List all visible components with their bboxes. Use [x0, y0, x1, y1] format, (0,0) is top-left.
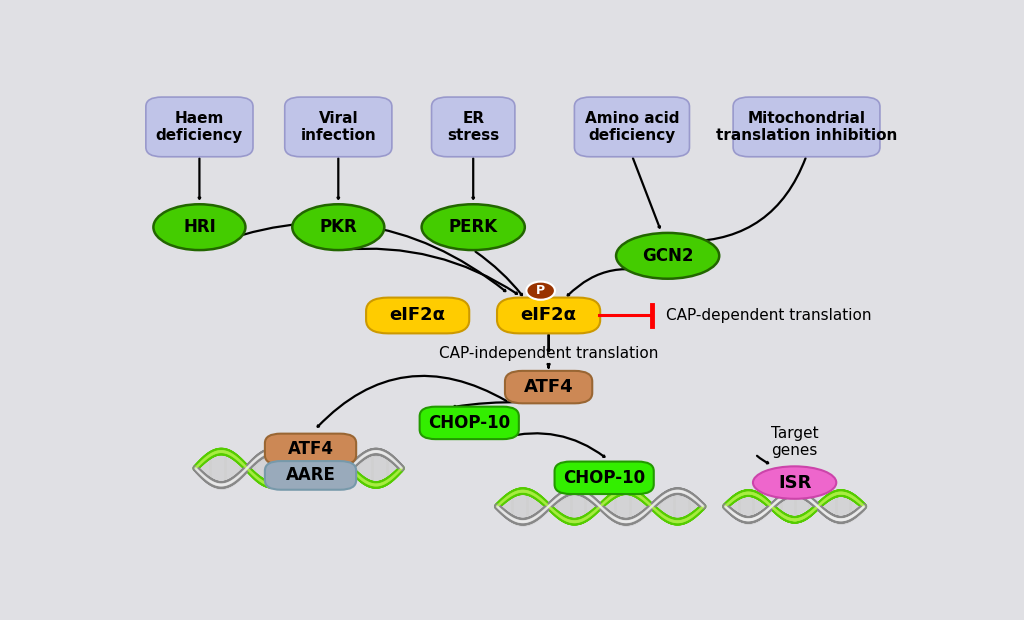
- Text: AARE: AARE: [286, 466, 336, 484]
- Ellipse shape: [526, 281, 555, 299]
- Text: eIF2α: eIF2α: [520, 306, 577, 324]
- Text: eIF2α: eIF2α: [390, 306, 445, 324]
- Text: GCN2: GCN2: [642, 247, 693, 265]
- Text: Mitochondrial
translation inhibition: Mitochondrial translation inhibition: [716, 111, 897, 143]
- FancyBboxPatch shape: [145, 97, 253, 157]
- Ellipse shape: [154, 204, 246, 250]
- FancyBboxPatch shape: [265, 461, 356, 490]
- Text: CAP-dependent translation: CAP-dependent translation: [666, 308, 871, 323]
- FancyBboxPatch shape: [555, 461, 653, 494]
- Text: ATF4: ATF4: [288, 440, 334, 458]
- FancyBboxPatch shape: [505, 371, 592, 404]
- Text: PKR: PKR: [319, 218, 357, 236]
- Text: Amino acid
deficiency: Amino acid deficiency: [585, 111, 679, 143]
- Ellipse shape: [753, 466, 837, 499]
- Text: Haem
deficiency: Haem deficiency: [156, 111, 243, 143]
- FancyBboxPatch shape: [265, 433, 356, 464]
- FancyBboxPatch shape: [285, 97, 392, 157]
- FancyBboxPatch shape: [367, 298, 469, 334]
- Text: CHOP-10: CHOP-10: [563, 469, 645, 487]
- Ellipse shape: [616, 233, 719, 279]
- Text: CAP-independent translation: CAP-independent translation: [439, 346, 658, 361]
- FancyBboxPatch shape: [431, 97, 515, 157]
- Text: ISR: ISR: [778, 474, 811, 492]
- Text: PERK: PERK: [449, 218, 498, 236]
- Text: Viral
infection: Viral infection: [300, 111, 376, 143]
- Text: P: P: [537, 284, 545, 297]
- FancyBboxPatch shape: [733, 97, 880, 157]
- Text: HRI: HRI: [183, 218, 216, 236]
- Text: ER
stress: ER stress: [447, 111, 500, 143]
- Text: ATF4: ATF4: [524, 378, 573, 396]
- Ellipse shape: [422, 204, 524, 250]
- FancyBboxPatch shape: [420, 407, 519, 439]
- Text: Target
genes: Target genes: [771, 426, 818, 458]
- FancyBboxPatch shape: [574, 97, 689, 157]
- Text: CHOP-10: CHOP-10: [428, 414, 510, 432]
- FancyBboxPatch shape: [497, 298, 600, 334]
- Ellipse shape: [292, 204, 384, 250]
